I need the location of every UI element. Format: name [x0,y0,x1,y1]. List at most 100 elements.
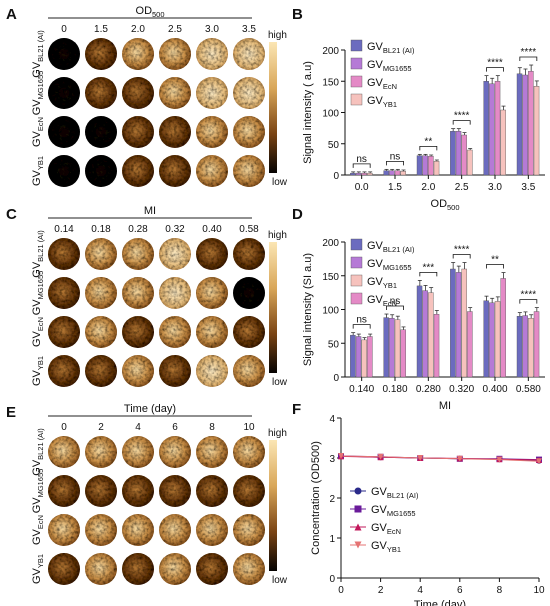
significance-label: ns [390,296,401,307]
x-tick-label: 10 [533,585,545,596]
legend-label: GVYB1 [371,540,401,554]
x-tick-label: 0.140 [349,384,374,395]
y-axis-label: Signal intensity ( a.u) [302,61,314,164]
panel-a: A OD500 0 1.5 2.0 2.5 3.0 3.5 GVBL21 (AI)GVMG165… [6,5,288,188]
column-label: 10 [243,422,255,433]
well-image [122,277,154,309]
well-image [122,355,154,387]
bar [461,134,467,176]
colorbar-low-label: low [272,377,288,388]
well-image [85,38,117,70]
well-image [85,475,117,507]
well-image [196,436,228,468]
data-point [417,455,424,461]
significance-bracket [519,56,538,62]
bar [522,74,528,176]
data-point [377,453,384,460]
x-tick-label: 0.280 [416,384,441,395]
y-tick-label: 1 [329,534,335,545]
column-label: 0 [61,24,67,35]
data-point [456,455,463,462]
x-tick-label: 1.5 [388,182,402,193]
column-label: 4 [135,422,141,433]
well-image [48,355,80,387]
significance-label: ** [424,136,432,147]
well-image [122,238,154,270]
panel-title: OD500 [136,5,165,19]
significance-label: **** [454,245,470,256]
bar [394,170,401,176]
row-label: GVEcN [31,317,45,347]
row-label: GVYB1 [31,156,45,186]
x-tick-label: 2.5 [455,182,469,193]
x-tick-label: 0.320 [449,384,474,395]
legend-label: GVEcN [371,522,401,536]
column-label: 0.14 [54,224,74,235]
data-point [536,458,542,465]
significance-label: *** [422,262,434,273]
row-label: GVEcN [31,515,45,545]
column-label: 3.0 [205,24,219,35]
row-label: GVMG1655 [31,271,45,316]
well-image [85,155,117,187]
bar [428,156,434,176]
bar [389,318,395,378]
well-image [233,553,265,585]
well-image [159,38,191,70]
panel-letter: E [6,404,16,421]
well-image [196,77,228,109]
x-tick-label: 0.580 [516,384,541,395]
well-image [233,155,265,187]
bar [528,71,534,176]
bar [367,336,373,378]
well-image [233,436,265,468]
well-image [159,355,191,387]
legend-label: GVMG1655 [367,258,412,272]
legend-swatch [350,274,363,287]
panel-d-bar-chart: D 0 50 100 150 200 Signal intensity (SI a.u) 0.… [292,206,545,412]
legend-swatch [350,292,363,305]
legend-label: GVMG1655 [371,504,416,518]
significance-bracket [452,120,471,125]
row-label: GVBL21 (AI) [31,230,45,278]
well-image [122,514,154,546]
well-image [233,514,265,546]
significance-label: **** [521,47,537,58]
bar [361,172,367,176]
legend-label: GVBL21 (AI) [367,240,415,254]
well-image [159,277,191,309]
significance-label: ns [356,315,367,326]
column-label: 0 [61,422,67,433]
well-image [122,436,154,468]
row-label: GVBL21 (AI) [31,428,45,476]
y-tick-label: 3 [329,454,335,465]
legend-label: GVMG1655 [367,59,412,73]
well-image [196,316,228,348]
y-tick-label: 50 [328,140,340,151]
bar [489,83,495,176]
column-label: 8 [209,422,215,433]
x-tick-label: 0 [338,585,344,596]
panel-letter: A [6,6,17,23]
legend-label: GVEcN [367,77,397,91]
legend-label: GVEcN [367,294,397,308]
well-image [48,475,80,507]
well-image [48,77,80,109]
well-image [233,77,265,109]
panel-b-bar-chart: B 0 50 100 150 200 Signal intensity ( a.u) 0.0 n… [292,6,545,212]
well-image [196,277,228,309]
column-label: 0.28 [128,224,148,235]
significance-bracket [352,324,371,329]
colorbar [269,42,277,173]
legend-swatch [350,238,363,251]
y-axis-label: Concentration (OD500) [310,441,322,555]
well-image [159,514,191,546]
well-image [85,116,117,148]
column-label: 2 [98,422,104,433]
y-tick-label: 0 [333,171,339,182]
row-label: GVEcN [31,117,45,147]
bar [350,334,356,378]
bar [389,170,395,176]
well-image [48,116,80,148]
well-image [196,116,228,148]
